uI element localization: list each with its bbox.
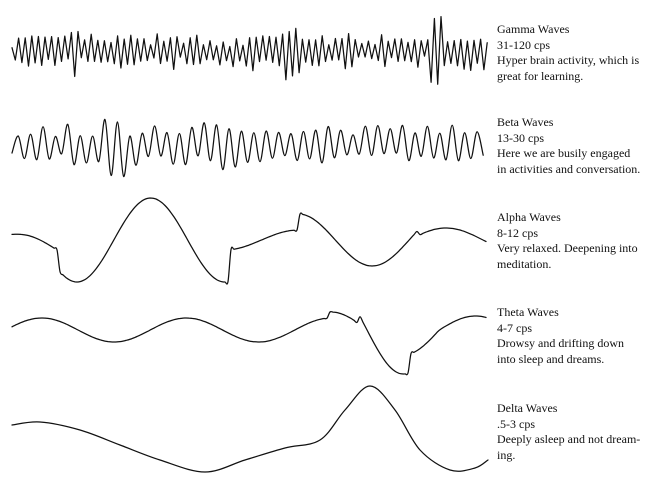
beta-wave-frequency: 13-30 cps xyxy=(497,131,647,147)
delta-wave-trace xyxy=(12,386,488,472)
theta-wave-trace xyxy=(12,312,486,375)
delta-wave-description-line-2: ing. xyxy=(497,448,647,464)
delta-wave-description-line-1: Deeply asleep and not dream- xyxy=(497,432,647,448)
beta-wave-trace xyxy=(12,119,483,176)
alpha-wave-title: Alpha Waves xyxy=(497,210,647,226)
alpha-wave-label: Alpha Waves 8-12 cps Very relaxed. Deepe… xyxy=(497,210,647,272)
alpha-wave-trace xyxy=(12,198,486,284)
beta-wave-label: Beta Waves 13-30 cps Here we are busily … xyxy=(497,115,647,177)
theta-wave-label: Theta Waves 4-7 cps Drowsy and drifting … xyxy=(497,305,647,367)
theta-wave-description-line-2: into sleep and dreams. xyxy=(497,352,647,368)
beta-wave-title: Beta Waves xyxy=(497,115,647,131)
gamma-wave-trace xyxy=(12,17,487,85)
theta-wave-frequency: 4-7 cps xyxy=(497,321,647,337)
beta-wave-description-line-1: Here we are busily engaged xyxy=(497,146,647,162)
gamma-wave-frequency: 31-120 cps xyxy=(497,38,647,54)
alpha-wave-frequency: 8-12 cps xyxy=(497,226,647,242)
delta-wave-frequency: .5-3 cps xyxy=(497,417,647,433)
gamma-wave-description-line-2: great for learning. xyxy=(497,69,647,85)
gamma-wave-label: Gamma Waves 31-120 cps Hyper brain activ… xyxy=(497,22,647,84)
gamma-wave-title: Gamma Waves xyxy=(497,22,647,38)
alpha-wave-description-line-2: meditation. xyxy=(497,257,647,273)
alpha-wave-description-line-1: Very relaxed. Deepening into xyxy=(497,241,647,257)
delta-wave-label: Delta Waves .5-3 cps Deeply asleep and n… xyxy=(497,401,647,463)
gamma-wave-description-line-1: Hyper brain activity, which is xyxy=(497,53,647,69)
theta-wave-description-line-1: Drowsy and drifting down xyxy=(497,336,647,352)
theta-wave-title: Theta Waves xyxy=(497,305,647,321)
beta-wave-description-line-2: in activities and conversation. xyxy=(497,162,647,178)
delta-wave-title: Delta Waves xyxy=(497,401,647,417)
